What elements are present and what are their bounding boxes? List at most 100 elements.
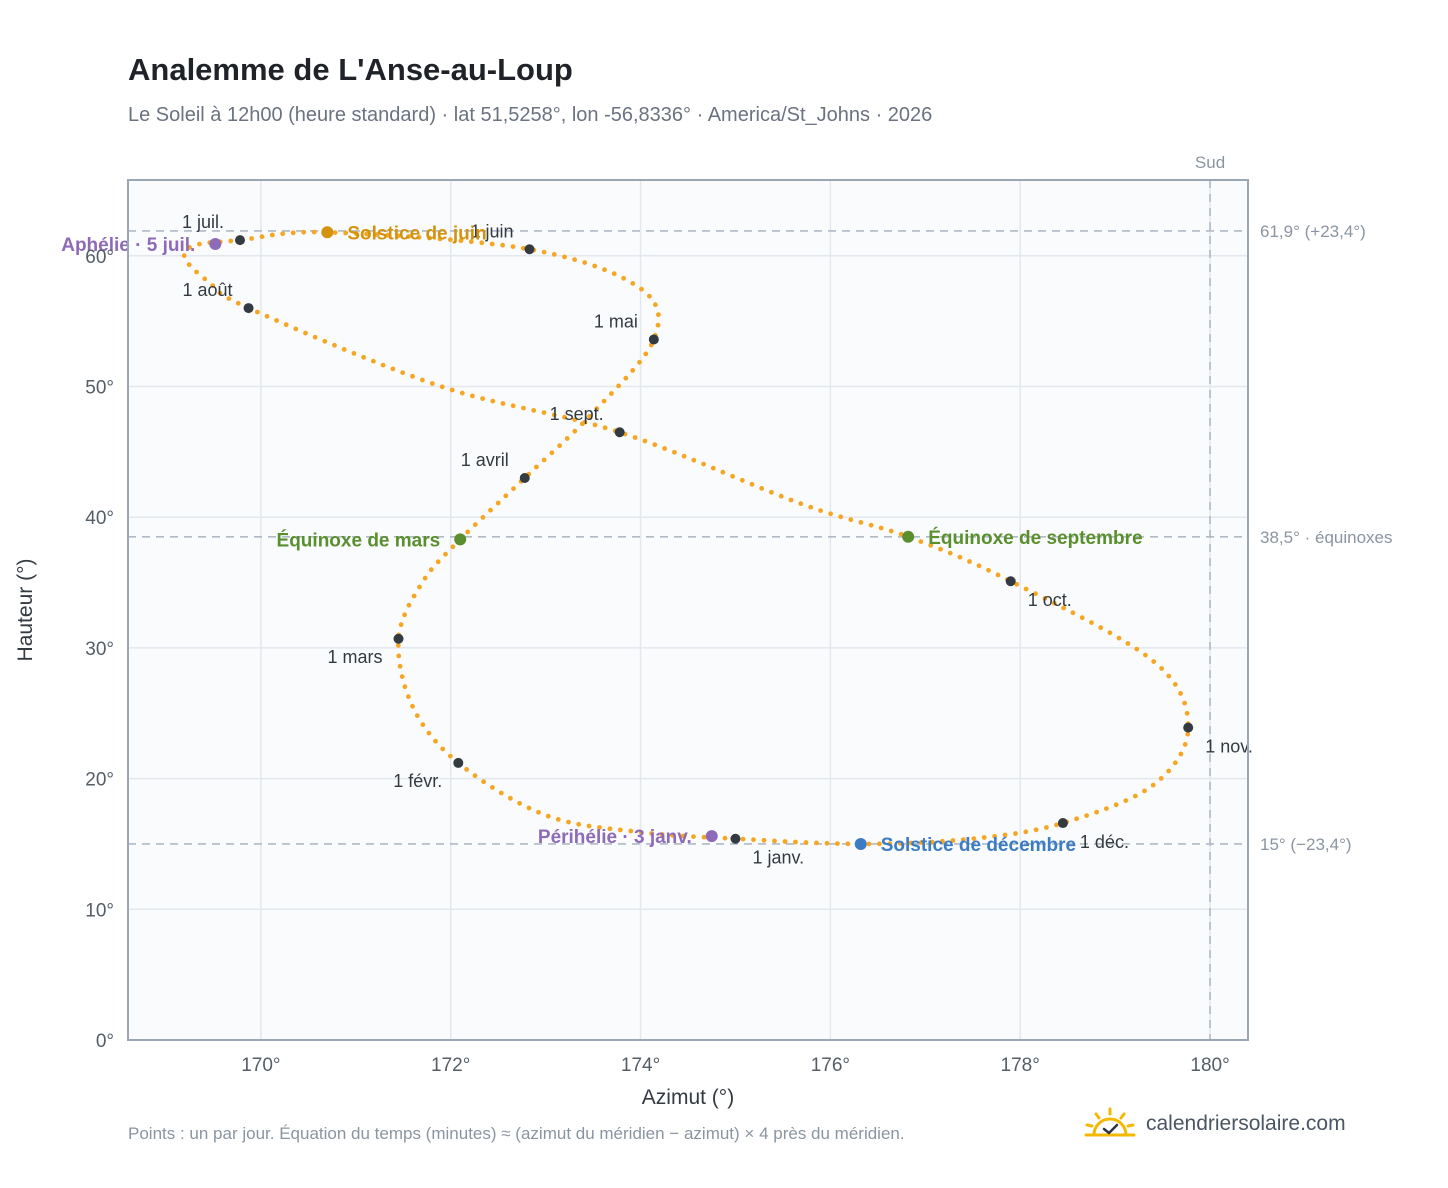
- reference-label: Sud: [1195, 153, 1225, 172]
- analemma-day-point: [602, 425, 608, 431]
- event-label: Périhélie · 3 janv.: [538, 827, 692, 848]
- analemma-day-point: [255, 309, 260, 315]
- y-tick-label: 60°: [85, 247, 114, 268]
- event-marker: [854, 837, 867, 850]
- analemma-day-point: [447, 753, 453, 759]
- month-label: 1 sept.: [550, 404, 604, 424]
- analemma-day-point: [639, 286, 644, 292]
- analemma-day-point: [374, 232, 380, 237]
- analemma-day-point: [410, 703, 415, 709]
- analemma-day-point: [1014, 581, 1020, 587]
- analemma-day-point: [481, 779, 486, 785]
- analemma-day-point: [433, 738, 438, 744]
- analemma-day-point: [390, 366, 396, 372]
- analemma-day-point: [1098, 625, 1104, 631]
- analemma-day-point: [818, 508, 823, 513]
- analemma-day-point: [249, 236, 255, 241]
- analemma-day-point: [611, 271, 617, 277]
- analemma-day-point: [458, 238, 464, 244]
- chart-subtitle: Le Soleil à 12h00 (heure standard) · lat…: [128, 104, 933, 126]
- analemma-day-point: [1158, 776, 1164, 781]
- analemma-day-point: [602, 267, 607, 273]
- analemma-day-point: [411, 593, 417, 599]
- analemma-day-point: [464, 767, 469, 772]
- analemma-day-point: [1023, 586, 1029, 592]
- month-marker: [519, 472, 530, 483]
- analemma-day-point: [642, 438, 648, 444]
- analemma-day-point: [490, 398, 496, 404]
- analemma-day-point: [808, 504, 814, 510]
- analemma-day-point: [341, 347, 347, 352]
- analemma-day-point: [680, 833, 686, 839]
- analemma-day-point: [609, 391, 614, 396]
- analemma-day-point: [1184, 710, 1190, 716]
- analemma-day-point: [656, 312, 661, 318]
- analemma-day-point: [919, 840, 924, 845]
- analemma-day-point: [992, 833, 997, 839]
- analemma-day-point: [395, 233, 401, 239]
- analemma-day-point: [495, 500, 501, 506]
- analemma-day-point: [759, 486, 765, 491]
- analemma-day-point: [399, 674, 405, 679]
- analemma-day-point: [395, 643, 401, 648]
- analemma-day-point: [967, 559, 972, 564]
- chart-title: Analemme de L'Anse-au-Loup: [128, 52, 573, 87]
- analemma-day-point: [510, 403, 516, 409]
- analemma-day-point: [1185, 731, 1191, 737]
- event-label: Solstice de décembre: [881, 835, 1076, 856]
- analemma-day-point: [1051, 600, 1057, 606]
- x-tick-label: 180°: [1190, 1055, 1229, 1076]
- analemma-day-point: [1070, 610, 1076, 616]
- event-marker: [209, 238, 222, 251]
- analemma-day-point: [420, 377, 425, 383]
- analemma-day-point: [1033, 591, 1038, 597]
- analemma-day-point: [637, 359, 642, 365]
- analemma-day-point: [353, 231, 359, 236]
- analemma-day-point: [878, 525, 884, 531]
- analemma-day-point: [632, 435, 638, 440]
- event-marker: [705, 830, 718, 843]
- analemma-day-point: [710, 465, 716, 471]
- analemma-day-point: [1172, 682, 1178, 687]
- analemma-day-point: [616, 383, 621, 389]
- analemma-day-point: [652, 442, 658, 448]
- analemma-day-point: [908, 840, 914, 846]
- analemma-day-point: [761, 837, 767, 843]
- analemma-day-point: [301, 229, 307, 235]
- analemma-day-point: [470, 393, 475, 399]
- analemma-day-point: [670, 832, 675, 838]
- analemma-day-point: [510, 244, 516, 250]
- analemma-day-point: [1178, 751, 1184, 757]
- reference-label: 38,5° · équinoxes: [1260, 528, 1393, 547]
- analemma-day-point: [1178, 691, 1183, 696]
- analemma-day-point: [521, 405, 526, 411]
- analemma-day-point: [586, 823, 592, 829]
- analemma-day-point: [435, 559, 441, 565]
- y-tick-label: 40°: [85, 508, 114, 529]
- analemma-day-point: [194, 269, 200, 275]
- brand-logo[interactable]: calendriersolaire.com: [1084, 1104, 1346, 1144]
- analemma-day-point: [1151, 659, 1157, 664]
- analemma-day-point: [517, 800, 522, 806]
- month-label: 1 mars: [327, 647, 382, 667]
- y-tick-label: 10°: [85, 900, 114, 921]
- analemma-day-point: [1159, 666, 1164, 671]
- analemma-day-point: [950, 838, 956, 843]
- analemma-day-point: [566, 819, 571, 825]
- analemma-day-point: [572, 417, 578, 422]
- analemma-day-point: [534, 464, 539, 470]
- analemma-day-point: [701, 461, 706, 467]
- analemma-day-point: [845, 841, 851, 847]
- analemma-day-point: [555, 817, 561, 822]
- month-label: 1 août: [182, 280, 232, 300]
- analemma-day-point: [549, 450, 555, 456]
- analemma-day-point: [1089, 620, 1094, 625]
- analemma-day-point: [824, 840, 830, 846]
- analemma-day-point: [406, 694, 411, 699]
- analemma-day-point: [986, 567, 991, 573]
- analemma-day-point: [303, 330, 308, 336]
- plot-area: [128, 180, 1248, 1040]
- analemma-day-point: [597, 825, 602, 830]
- analemma-day-point: [848, 517, 854, 523]
- analemma-day-point: [343, 230, 349, 236]
